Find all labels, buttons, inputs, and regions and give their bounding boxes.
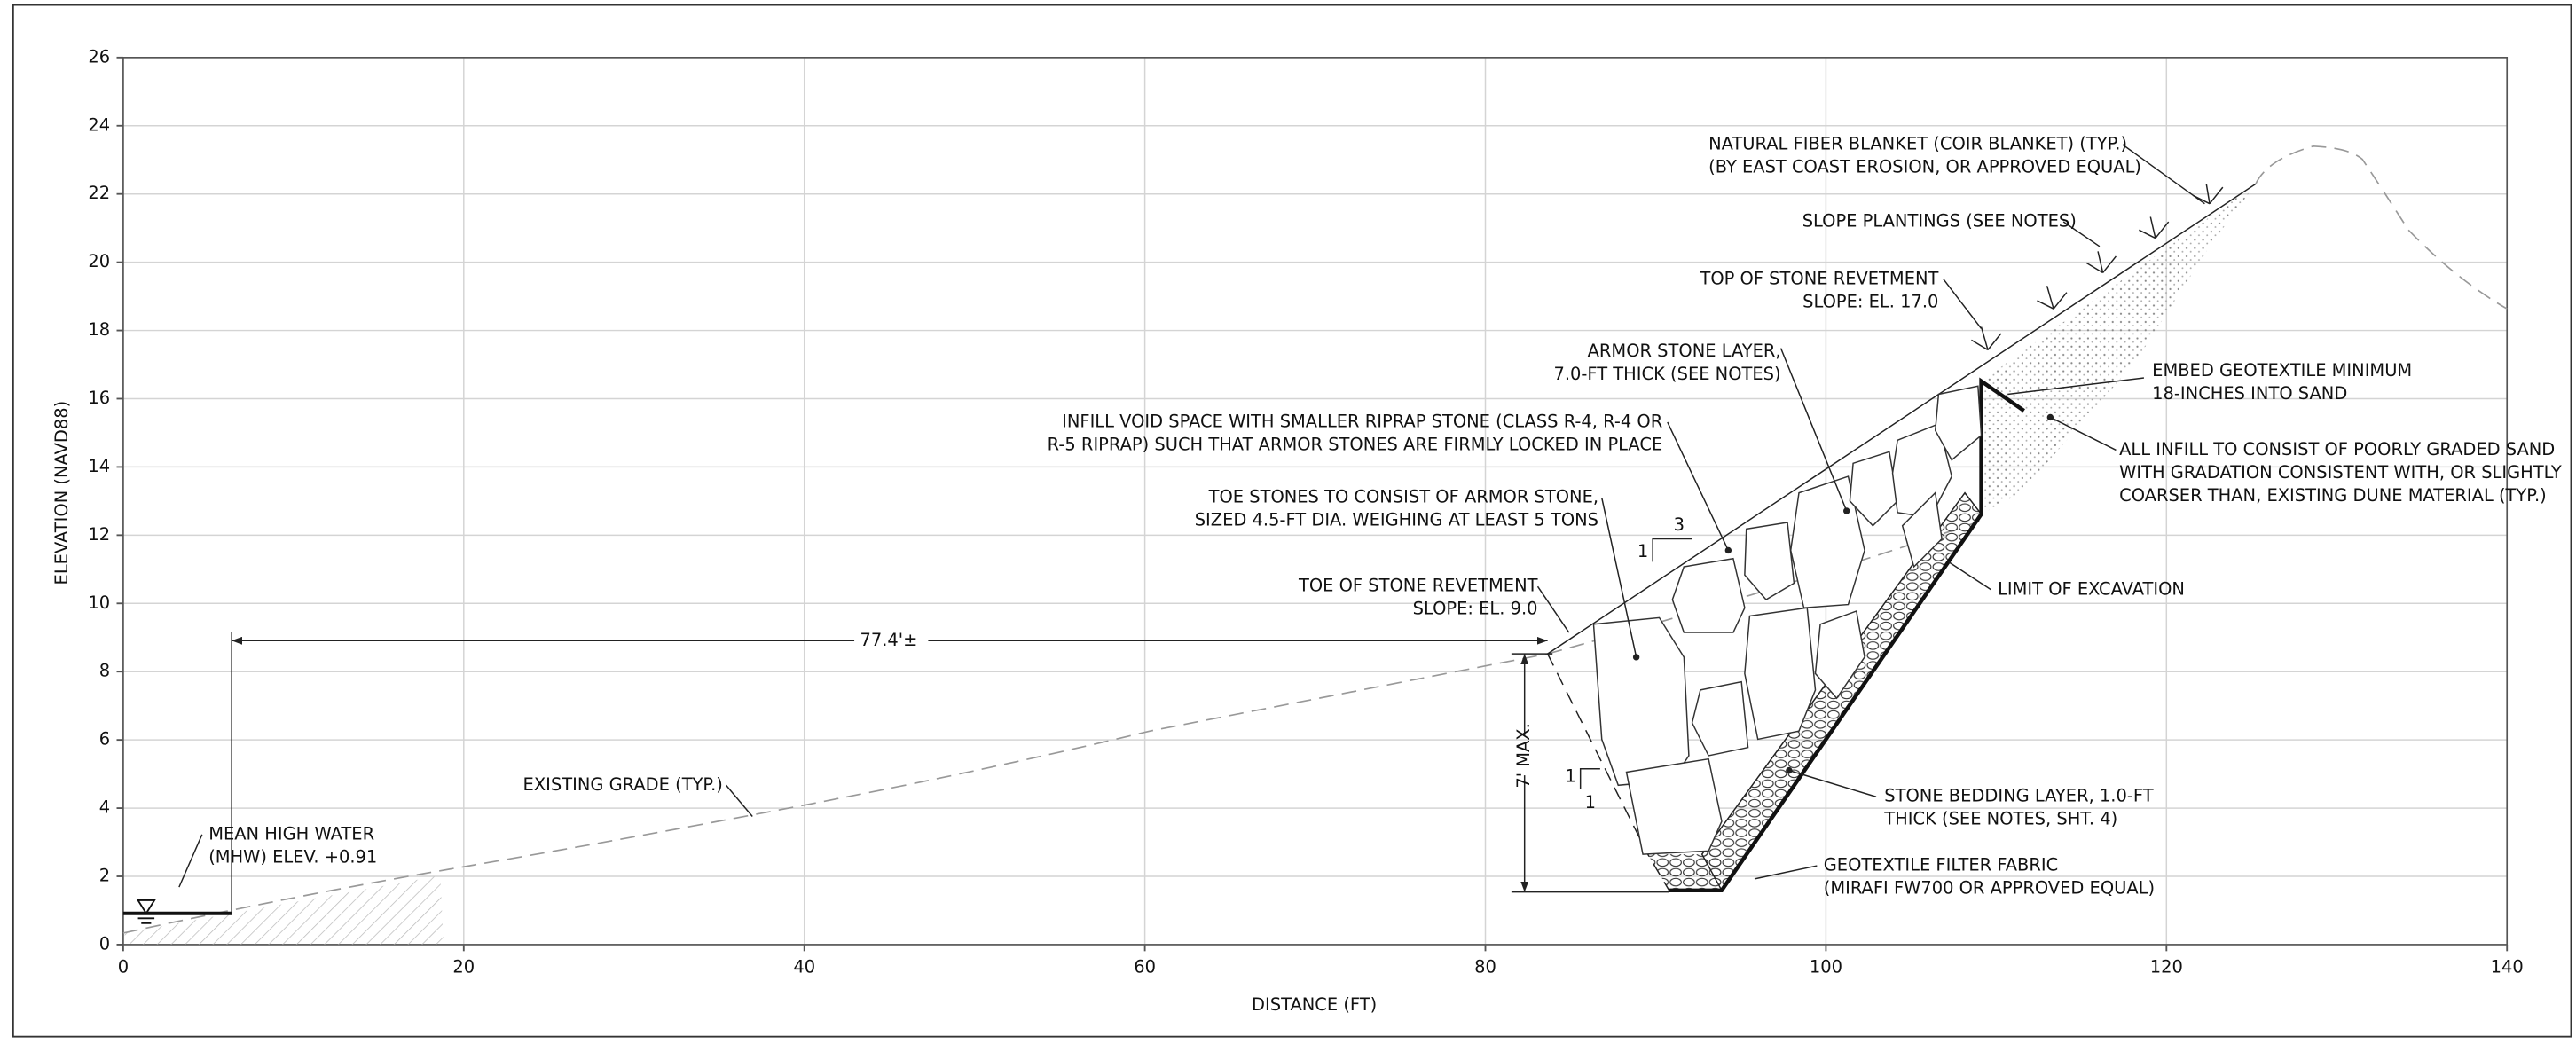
x-tick-label: 0 xyxy=(118,956,129,977)
y-tick-label: 22 xyxy=(88,183,110,203)
annotation-line: LIMIT OF EXCAVATION xyxy=(1998,578,2185,599)
annotation-line: EXISTING GRADE (TYP.) xyxy=(523,774,723,795)
y-tick-label: 2 xyxy=(99,866,110,886)
annotation-line: ARMOR STONE LAYER, xyxy=(1588,341,1781,361)
y-tick-label: 20 xyxy=(88,251,110,271)
slope-run: 1 xyxy=(1585,792,1596,812)
annotation-line: ALL INFILL TO CONSIST OF POORLY GRADED S… xyxy=(2119,439,2555,459)
annotation-line: TOE STONES TO CONSIST OF ARMOR STONE, xyxy=(1208,487,1598,507)
y-tick-label: 14 xyxy=(88,456,110,476)
geometry xyxy=(122,144,2508,945)
y-tick-label: 10 xyxy=(88,593,110,613)
annotation-line: (BY EAST COAST EROSION, OR APPROVED EQUA… xyxy=(1708,156,2141,177)
x-tick-label: 20 xyxy=(452,956,475,977)
x-tick-label: 140 xyxy=(2491,956,2524,977)
y-tick-label: 8 xyxy=(99,661,110,681)
annotation-line: SIZED 4.5-FT DIA. WEIGHING AT LEAST 5 TO… xyxy=(1195,510,1598,530)
annotation-line: MEAN HIGH WATER xyxy=(208,823,374,844)
annotation-line: WITH GRADATION CONSISTENT WITH, OR SLIGH… xyxy=(2119,462,2562,483)
y-tick-label: 26 xyxy=(88,46,110,67)
annotation-line: SLOPE: EL. 9.0 xyxy=(1413,599,1538,619)
annotation-line: (MHW) ELEV. +0.91 xyxy=(208,846,377,867)
slope-rise: 1 xyxy=(1565,766,1575,787)
x-tick-label: 120 xyxy=(2150,956,2183,977)
annotation-line: INFILL VOID SPACE WITH SMALLER RIPRAP ST… xyxy=(1062,411,1662,431)
plot-frame xyxy=(122,57,2509,946)
y-tick-label: 0 xyxy=(99,933,110,954)
annotation-line: GEOTEXTILE FILTER FABRIC xyxy=(1824,855,2058,875)
annotation-line: 7.0-FT THICK (SEE NOTES) xyxy=(1553,364,1780,384)
y-tick-label: 24 xyxy=(88,114,110,135)
annotation-line: COARSER THAN, EXISTING DUNE MATERIAL (TY… xyxy=(2119,485,2547,506)
annotation-line: STONE BEDDING LAYER, 1.0-FT xyxy=(1884,786,2153,806)
y-tick-label: 18 xyxy=(88,319,110,340)
annotation-line: THICK (SEE NOTES, SHT. 4) xyxy=(1883,809,2117,829)
annotation-line: (MIRAFI FW700 OR APPROVED EQUAL) xyxy=(1824,877,2155,898)
annotation-line: TOE OF STONE REVETMENT xyxy=(1298,576,1538,596)
annotation-line: R-5 RIPRAP) SUCH THAT ARMOR STONES ARE F… xyxy=(1048,434,1663,454)
frame xyxy=(12,4,2572,1038)
x-tick-label: 100 xyxy=(1810,956,1842,977)
y-tick-label: 4 xyxy=(99,797,110,818)
annotation-line: EMBED GEOTEXTILE MINIMUM xyxy=(2152,360,2412,381)
annotation-line: SLOPE: EL. 17.0 xyxy=(1802,291,1938,311)
y-tick-label: 12 xyxy=(88,524,110,545)
grid: 0 20 40 60 80 100 120 1400246810121416182022242… xyxy=(88,46,2523,977)
y-axis-label: ELEVATION (NAVD88) xyxy=(51,401,72,585)
annotation-line: 18-INCHES INTO SAND xyxy=(2152,383,2347,404)
annotation-line: NATURAL FIBER BLANKET (COIR BLANKET) (TY… xyxy=(1708,133,2127,153)
x-tick-label: 60 xyxy=(1134,956,1156,977)
annotation-line: SLOPE PLANTINGS (SEE NOTES) xyxy=(1802,211,2077,232)
x-axis-label: DISTANCE (FT) xyxy=(1252,994,1377,1015)
annotations: NATURAL FIBER BLANKET (COIR BLANKET) (TY… xyxy=(208,133,2562,898)
x-tick-label: 40 xyxy=(793,956,815,977)
slope-rise: 1 xyxy=(1637,541,1648,561)
dimension-vertical: 7' MAX. xyxy=(1513,723,1534,788)
y-tick-label: 6 xyxy=(99,729,110,750)
x-tick-label: 80 xyxy=(1474,956,1496,977)
dimension-horizontal: 77.4'± xyxy=(860,630,917,650)
annotation-line: TOP OF STONE REVETMENT xyxy=(1699,268,1938,288)
y-tick-label: 16 xyxy=(88,388,110,408)
slope-run: 3 xyxy=(1674,514,1685,535)
